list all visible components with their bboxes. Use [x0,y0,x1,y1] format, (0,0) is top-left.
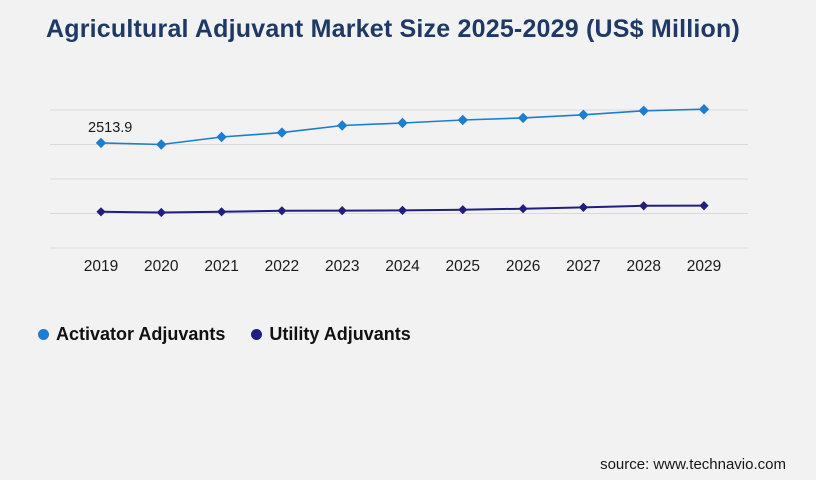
data-point-marker [698,104,710,115]
data-point-marker [217,207,227,217]
x-axis-tick-label: 2022 [265,258,299,275]
x-axis-tick-label: 2025 [446,258,480,275]
data-point-marker [699,201,709,211]
data-point-marker [277,206,287,216]
data-point-marker [638,105,649,116]
x-axis-tick-label: 2024 [385,258,420,275]
data-point-marker [397,205,408,215]
data-point-marker [518,204,528,214]
data-point-marker [578,202,588,212]
source-credit: source: www.technavio.com [600,456,786,473]
data-point-label: 2513.9 [88,120,132,136]
data-point-marker [96,207,106,217]
legend-dot-icon [38,329,49,340]
data-point-marker [156,139,167,150]
x-axis-tick-label: 2021 [204,258,238,275]
chart-legend: Activator Adjuvants Utility Adjuvants [38,324,411,345]
data-point-marker [337,206,347,216]
x-axis-tick-label: 2029 [687,258,721,275]
legend-label: Utility Adjuvants [269,324,411,344]
legend-item-utility-adjuvants: Utility Adjuvants [251,324,411,345]
data-point-marker [639,201,649,211]
legend-label: Activator Adjuvants [56,324,226,344]
data-point-marker [95,137,107,149]
data-point-marker [457,114,468,126]
data-point-marker [276,127,288,138]
legend-item-activator-adjuvants: Activator Adjuvants [38,324,225,345]
x-axis-tick-label: 2028 [626,258,660,275]
data-point-marker [337,120,348,131]
x-axis-tick-label: 2019 [84,258,118,275]
data-point-marker [397,117,408,129]
x-axis-tick-label: 2026 [506,258,540,275]
x-axis-tick-label: 2023 [325,258,359,275]
data-point-marker [156,207,166,218]
data-point-marker [216,131,227,143]
x-axis-tick-label: 2020 [144,258,179,275]
x-axis-tick-label: 2027 [566,258,600,275]
data-point-marker [578,109,589,120]
data-point-marker [517,112,529,124]
chart-title: Agricultural Adjuvant Market Size 2025-2… [46,15,740,43]
data-point-marker [458,205,468,215]
line-chart-plot: 2019 2020 2021 2022 2023 2024 2025 2026 2027 2028… [50,104,748,275]
legend-dot-icon [251,329,263,340]
